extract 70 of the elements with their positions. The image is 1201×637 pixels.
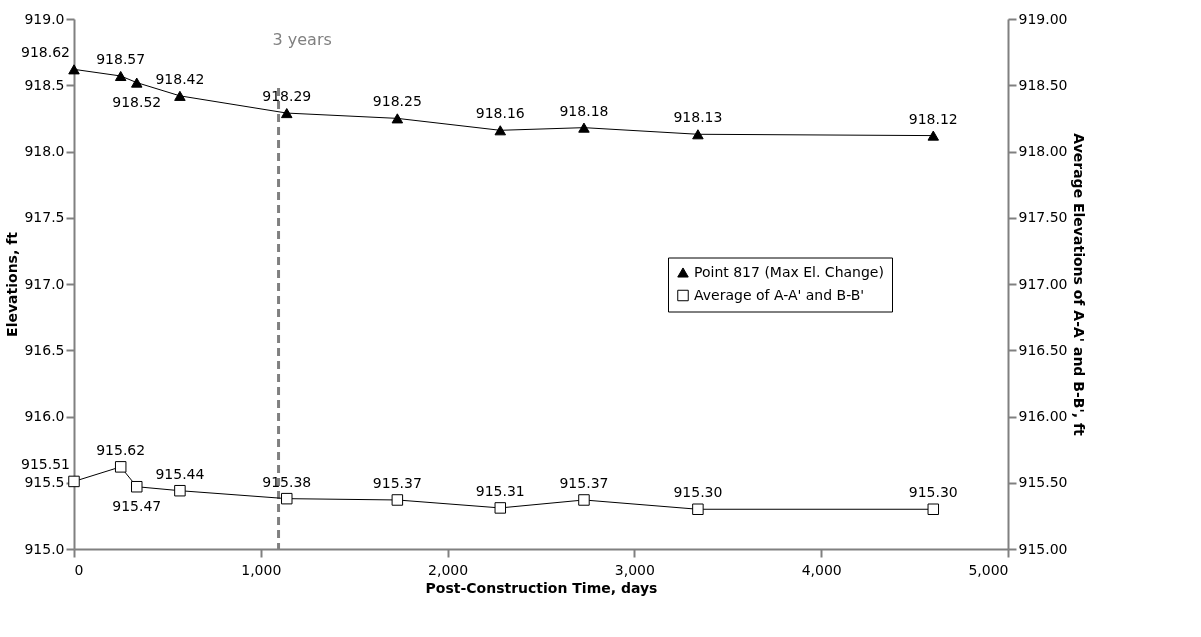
- y2-tick-label: 916.50: [1018, 341, 1068, 358]
- y-tick-label: 917.0: [24, 275, 65, 292]
- point: [927, 130, 940, 141]
- point: [391, 494, 404, 506]
- data-label: 918.57: [96, 50, 146, 67]
- legend-label: Point 817 (Max El. Change): [694, 263, 884, 280]
- data-label: 915.51: [21, 456, 70, 473]
- data-label: 915.31: [475, 482, 525, 499]
- point: [692, 129, 704, 140]
- data-label: 915.47: [112, 497, 162, 514]
- point: [68, 64, 80, 75]
- y2-tick-label: 917.00: [1018, 275, 1068, 292]
- data-label: 918.52: [112, 93, 162, 110]
- point: [281, 492, 293, 505]
- y-tick-label: 915.0: [24, 540, 65, 557]
- point: [494, 125, 507, 136]
- y-tick-label: 916.5: [24, 341, 65, 358]
- data-label: 915.44: [155, 465, 205, 482]
- point: [174, 484, 186, 497]
- point: [494, 502, 507, 514]
- data-label: 918.29: [262, 88, 312, 105]
- data-label: 918.42: [155, 70, 205, 87]
- point: [114, 70, 127, 82]
- data-label: 918.18: [559, 102, 609, 119]
- point: [131, 480, 143, 493]
- y-tick-label: 917.5: [24, 209, 65, 226]
- y-axis-title: Elevations, ft: [4, 231, 21, 337]
- data-label: 915.38: [262, 473, 312, 490]
- data-label: 915.37: [372, 474, 422, 491]
- point: [174, 90, 186, 101]
- point: [114, 461, 127, 473]
- data-label: 918.16: [475, 105, 525, 122]
- point: [578, 494, 590, 506]
- x-tick-label: 1,000: [241, 561, 282, 578]
- data-label: 918.13: [673, 109, 723, 126]
- ref-line-label: 3 years: [272, 30, 332, 50]
- y-tick-label: 916.0: [24, 408, 65, 424]
- x-tick-label: 2,000: [428, 561, 469, 578]
- point: [281, 108, 293, 119]
- x-tick-label: 3,000: [614, 561, 655, 578]
- data-label: 918.25: [372, 93, 422, 110]
- y2-tick-label: 919.00: [1018, 10, 1068, 27]
- point: [692, 503, 704, 515]
- point: [927, 503, 940, 515]
- y2-tick-label: 918.50: [1018, 76, 1068, 93]
- legend-label: Average of A-A' and B-B': [694, 286, 865, 303]
- y2-axis-title: Average Elevations of A-A' and B-B', ft: [1071, 133, 1088, 436]
- data-label: 915.62: [96, 441, 146, 458]
- point: [68, 475, 80, 488]
- y2-tick-label: 917.50: [1018, 209, 1068, 226]
- data-label: 915.30: [908, 484, 958, 501]
- point: [391, 113, 404, 124]
- y2-tick-label: 918.00: [1018, 143, 1068, 159]
- y-tick-label: 918.5: [24, 76, 65, 93]
- y2-tick-label: 916.00: [1018, 408, 1068, 424]
- y2-tick-label: 915.00: [1018, 540, 1068, 557]
- x-tick-label: 0: [74, 561, 84, 578]
- data-label: 915.30: [673, 484, 723, 501]
- x-tick-label: 4,000: [801, 561, 842, 578]
- point: [131, 77, 143, 88]
- data-label: 918.62: [21, 44, 70, 61]
- data-label: 915.37: [559, 474, 609, 491]
- data-label: 918.12: [908, 110, 958, 127]
- y2-tick-label: 915.50: [1018, 474, 1068, 491]
- x-tick-label: 5,000: [968, 561, 1009, 578]
- y-tick-label: 919.0: [24, 10, 65, 27]
- point: [578, 122, 590, 133]
- y-tick-label: 915.5: [24, 474, 65, 491]
- x-axis-title: Post-Construction Time, days: [425, 579, 658, 596]
- y-tick-label: 918.0: [24, 143, 65, 159]
